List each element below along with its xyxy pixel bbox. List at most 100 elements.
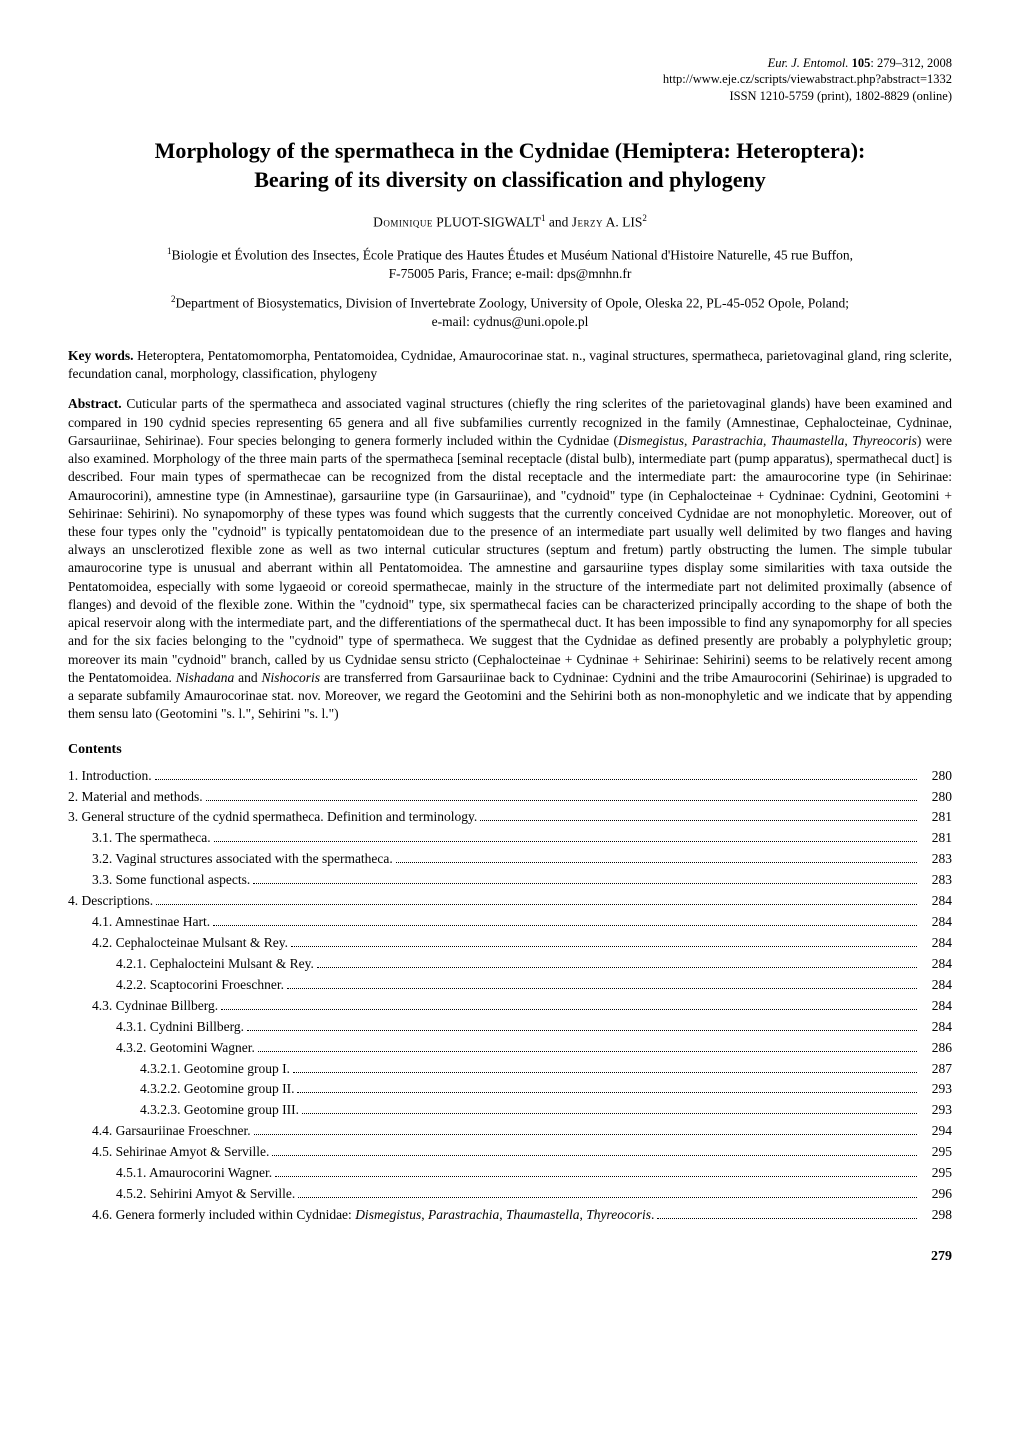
toc-row: 4.3.2.1. Geotomine group I.287 [68, 1059, 952, 1080]
toc-leader [275, 1176, 917, 1177]
table-of-contents: 1. Introduction.2802. Material and metho… [68, 766, 952, 1226]
toc-label: 4.3.1. Cydnini Billberg. [116, 1017, 244, 1038]
abstract: Abstract. Cuticular parts of the spermat… [68, 395, 952, 723]
toc-page: 295 [920, 1142, 952, 1163]
author-1-first: Dominique [373, 215, 433, 230]
toc-page: 293 [920, 1100, 952, 1121]
toc-row: 4.5.2. Sehirini Amyot & Serville. 296 [68, 1184, 952, 1205]
toc-leader [657, 1218, 917, 1219]
toc-row: 4.3.1. Cydnini Billberg.284 [68, 1017, 952, 1038]
toc-row: 4. Descriptions. 284 [68, 891, 952, 912]
affiliation-1: 1Biologie et Évolution des Insectes, Éco… [68, 245, 952, 283]
toc-page: 295 [920, 1163, 952, 1184]
contents-heading: Contents [68, 741, 952, 759]
toc-label: 3.3. Some functional aspects. [92, 870, 250, 891]
toc-label: 4.2. Cephalocteinae Mulsant & Rey. [92, 933, 288, 954]
toc-row: 4.5.1. Amaurocorini Wagner. 295 [68, 1163, 952, 1184]
journal-pages-year: : 279–312, 2008 [870, 56, 952, 70]
toc-page: 284 [920, 933, 952, 954]
toc-row: 4.3.2. Geotomini Wagner. 286 [68, 1038, 952, 1059]
toc-leader [297, 1092, 917, 1093]
toc-label: 4.5.2. Sehirini Amyot & Serville. [116, 1184, 295, 1205]
journal-volume: 105 [852, 56, 871, 70]
toc-row: 4.5. Sehirinae Amyot & Serville. 295 [68, 1142, 952, 1163]
page-number: 279 [68, 1248, 952, 1266]
toc-page: 284 [920, 912, 952, 933]
toc-label: 4.4. Garsauriinae Froeschner. [92, 1121, 251, 1142]
toc-row: 3.3. Some functional aspects. 283 [68, 870, 952, 891]
toc-label: 4.3.2.2. Geotomine group II. [140, 1079, 294, 1100]
affiliation-2: 2Department of Biosystematics, Division … [68, 293, 952, 331]
keywords: Key words. Heteroptera, Pentatomomorpha,… [68, 347, 952, 383]
toc-page: 298 [920, 1205, 952, 1226]
journal-header: Eur. J. Entomol. 105: 279–312, 2008 http… [68, 55, 952, 104]
toc-leader [155, 779, 917, 780]
toc-label: 4.3.2.3. Geotomine group III. [140, 1100, 299, 1121]
toc-label: 4.5.1. Amaurocorini Wagner. [116, 1163, 272, 1184]
toc-leader [293, 1072, 917, 1073]
toc-label: 3.2. Vaginal structures associated with … [92, 849, 393, 870]
toc-leader [206, 800, 917, 801]
toc-page: 283 [920, 870, 952, 891]
toc-label: 4.2.1. Cephalocteini Mulsant & Rey. [116, 954, 314, 975]
toc-leader [291, 946, 917, 947]
toc-label: 4.3. Cydninae Billberg. [92, 996, 218, 1017]
toc-row: 4.1. Amnestinae Hart. 284 [68, 912, 952, 933]
toc-leader [287, 988, 917, 989]
abstract-label: Abstract. [68, 396, 122, 411]
abstract-text: Cuticular parts of the spermatheca and a… [68, 396, 952, 721]
affil-1-text-b: F-75005 Paris, France; e-mail: dps@mnhn.… [389, 266, 632, 281]
toc-label: 1. Introduction. [68, 766, 152, 787]
title-line-2: Bearing of its diversity on classificati… [254, 167, 766, 192]
affil-2-text-b: e-mail: cydnus@uni.opole.pl [432, 314, 589, 329]
toc-leader [272, 1155, 917, 1156]
toc-page: 284 [920, 975, 952, 996]
toc-page: 296 [920, 1184, 952, 1205]
toc-leader [254, 1134, 917, 1135]
toc-row: 3. General structure of the cydnid sperm… [68, 807, 952, 828]
author-2-first: Jerzy [572, 215, 603, 230]
toc-page: 281 [920, 828, 952, 849]
toc-label: 4.6. Genera formerly included within Cyd… [92, 1205, 654, 1226]
toc-row: 3.2. Vaginal structures associated with … [68, 849, 952, 870]
toc-page: 293 [920, 1079, 952, 1100]
toc-leader [317, 967, 917, 968]
toc-row: 4.3. Cydninae Billberg. 284 [68, 996, 952, 1017]
journal-url: http://www.eje.cz/scripts/viewabstract.p… [68, 71, 952, 87]
affil-1-text-a: Biologie et Évolution des Insectes, Écol… [171, 248, 853, 263]
toc-row: 1. Introduction.280 [68, 766, 952, 787]
toc-leader [156, 904, 917, 905]
toc-row: 4.2. Cephalocteinae Mulsant & Rey. 284 [68, 933, 952, 954]
journal-issn: ISSN 1210-5759 (print), 1802-8829 (onlin… [68, 88, 952, 104]
journal-reference: Eur. J. Entomol. 105: 279–312, 2008 [68, 55, 952, 71]
toc-leader [221, 1009, 917, 1010]
toc-leader [213, 925, 917, 926]
toc-row: 4.3.2.3. Geotomine group III. 293 [68, 1100, 952, 1121]
title-line-1: Morphology of the spermatheca in the Cyd… [155, 138, 866, 163]
authors: Dominique PLUOT-SIGWALT1 and Jerzy A. LI… [68, 213, 952, 231]
toc-label: 3.1. The spermatheca. [92, 828, 211, 849]
toc-label: 4.3.2.1. Geotomine group I. [140, 1059, 290, 1080]
keywords-text: Heteroptera, Pentatomomorpha, Pentatomoi… [68, 348, 952, 381]
toc-page: 280 [920, 787, 952, 808]
toc-page: 284 [920, 996, 952, 1017]
toc-label: 4.1. Amnestinae Hart. [92, 912, 210, 933]
toc-label: 4. Descriptions. [68, 891, 153, 912]
author-2-sup: 2 [642, 213, 647, 223]
toc-leader [396, 862, 917, 863]
toc-page: 284 [920, 954, 952, 975]
toc-page: 284 [920, 891, 952, 912]
toc-row: 2. Material and methods.280 [68, 787, 952, 808]
toc-leader [480, 820, 917, 821]
toc-label: 4.5. Sehirinae Amyot & Serville. [92, 1142, 269, 1163]
toc-row: 4.3.2.2. Geotomine group II. 293 [68, 1079, 952, 1100]
toc-page: 286 [920, 1038, 952, 1059]
toc-leader [298, 1197, 917, 1198]
toc-row: 4.6. Genera formerly included within Cyd… [68, 1205, 952, 1226]
toc-leader [214, 841, 917, 842]
author-2-last: A. LIS [606, 215, 643, 230]
toc-row: 4.2.1. Cephalocteini Mulsant & Rey. 284 [68, 954, 952, 975]
toc-label: 4.3.2. Geotomini Wagner. [116, 1038, 255, 1059]
toc-row: 3.1. The spermatheca. 281 [68, 828, 952, 849]
affil-2-text-a: Department of Biosystematics, Division o… [175, 296, 849, 311]
